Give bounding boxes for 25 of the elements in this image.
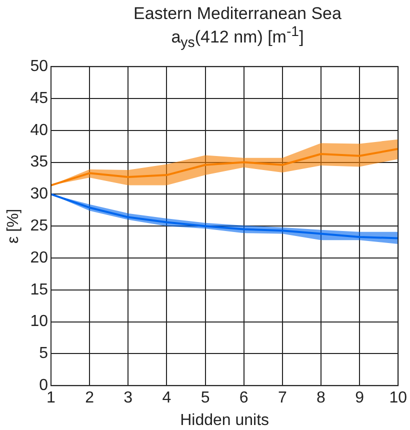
x-tick-label: 4 — [162, 390, 172, 407]
y-tick-label: 50 — [30, 58, 48, 76]
x-tick-label: 2 — [85, 390, 94, 407]
x-tick-label: 6 — [239, 390, 248, 407]
y-tick-label: 30 — [30, 186, 48, 203]
y-tick-label: 20 — [30, 249, 48, 266]
x-tick-label: 7 — [278, 390, 287, 407]
x-tick-label: 9 — [355, 390, 364, 407]
chart-title: Eastern Mediterranean Sea — [132, 4, 342, 23]
y-tick-label: 0 — [39, 377, 48, 394]
y-tick-label: 45 — [30, 90, 48, 107]
x-axis-title: Hidden units — [180, 412, 270, 429]
x-tick-label: 5 — [200, 390, 210, 407]
x-tick-label: 3 — [124, 390, 133, 407]
x-tick-label: 8 — [316, 390, 326, 407]
x-tick-label: 1 — [46, 390, 56, 407]
y-tick-label: 10 — [30, 313, 48, 330]
x-tick-label: 10 — [389, 390, 408, 407]
chart-subtitle: a$_{ys}$(412 nm) [m$^{-1}$] — [170, 23, 305, 54]
y-tick-label: 40 — [30, 122, 48, 139]
y-axis-title: ε [%] — [5, 208, 22, 244]
y-tick-label: 25 — [30, 218, 48, 235]
y-tick-label: 5 — [39, 345, 48, 362]
y-tick-label: 15 — [30, 281, 48, 298]
y-tick-label: 35 — [30, 154, 48, 171]
